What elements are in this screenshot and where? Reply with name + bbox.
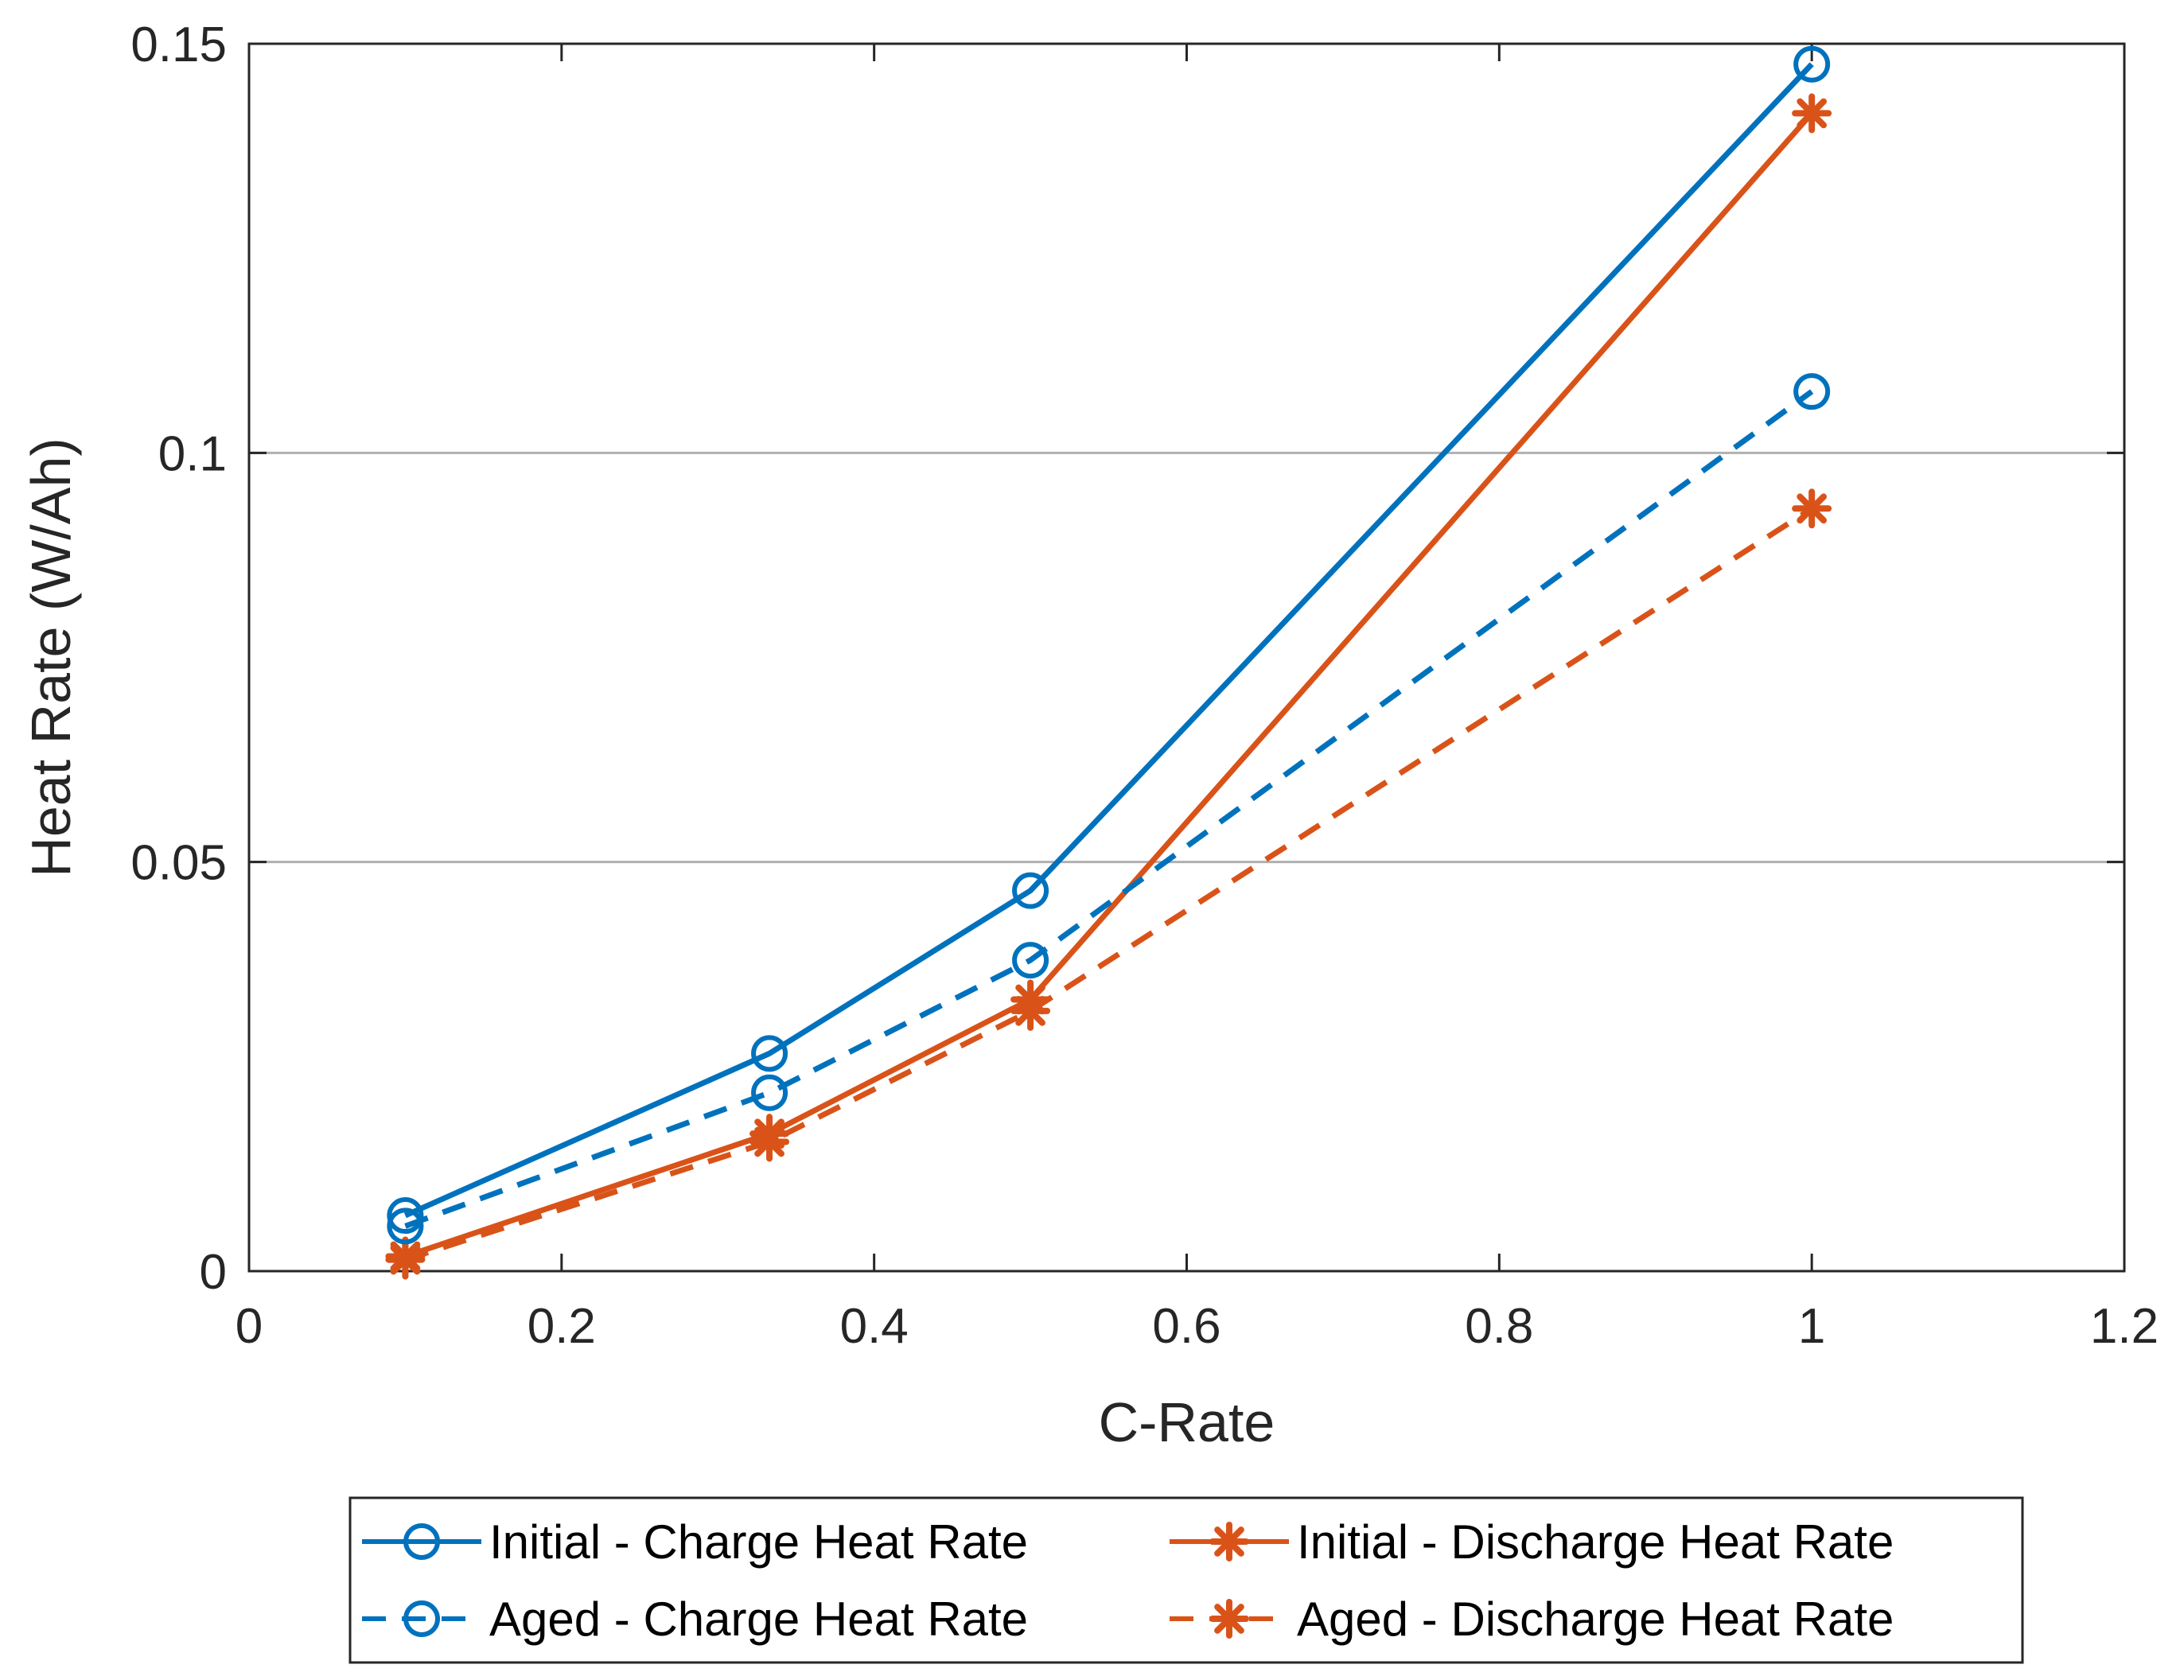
y-tick-label-1: 0.05 [130,836,227,891]
series-line-2 [404,389,1814,1229]
data-point-1-0 [385,1236,426,1277]
x-tick-label-4: 0.8 [1465,1299,1533,1354]
legend-box [348,1496,2024,1664]
series-1 [385,93,1832,1277]
data-point-3-3 [1792,488,1832,529]
series-2 [387,373,1831,1245]
y-tick-label-3: 0.15 [130,18,227,72]
data-point-1-2 [1010,979,1051,1020]
data-point-0-3 [1793,45,1831,83]
legend-marker-0 [403,1523,440,1560]
x-tick-label-6: 1.2 [2090,1299,2159,1354]
legend-marker-1 [1209,1522,1249,1561]
y-tick-label-0: 0 [200,1245,227,1300]
x-tick-label-0: 0 [236,1299,263,1354]
data-point-0-2 [1012,872,1049,909]
x-tick-label-3: 0.6 [1152,1299,1220,1354]
series-line-0 [403,62,1814,1219]
y-axis-label: Heat Rate (W/Ah) [20,438,82,877]
data-point-0-0 [387,1197,424,1235]
data-point-2-1 [751,1074,788,1111]
grid [249,451,2124,864]
x-tick-label-5: 1 [1798,1299,1825,1354]
y-tick-label-2: 0.1 [158,426,227,481]
legend-item-0: Initial - Charge Heat Rate [362,1515,1028,1569]
data-point-2-3 [1793,373,1831,410]
legend-marker-3 [1209,1599,1249,1639]
data-point-0-1 [751,1035,788,1072]
data-point-1-1 [749,1114,790,1154]
data-point-2-2 [1012,942,1049,979]
legend-label-1: Initial - Discharge Heat Rate [1297,1515,1894,1569]
series-line-1 [404,111,1814,1259]
legend-label-0: Initial - Charge Heat Rate [489,1515,1028,1569]
legend-marker-2 [403,1600,440,1637]
legend-label-2: Aged - Charge Heat Rate [489,1592,1028,1646]
x-tick-label-2: 0.4 [840,1299,909,1354]
series-0 [387,45,1831,1235]
legend-label-3: Aged - Discharge Heat Rate [1297,1592,1894,1646]
series-layer [385,45,1832,1280]
series-line-3 [404,506,1814,1262]
x-axis-label: C-Rate [1099,1391,1275,1453]
legend: Initial - Charge Heat Rate Initial - Disc… [348,1496,2024,1664]
legend-item-1: Initial - Discharge Heat Rate [1170,1515,1894,1569]
ticks: 0 0.2 0.4 0.6 0.8 1 1.2 0 0.05 0.1 0.15 [130,18,2159,1354]
legend-item-3: Aged - Discharge Heat Rate [1170,1592,1894,1646]
legend-item-2: Aged - Charge Heat Rate [362,1592,1028,1646]
data-point-2-0 [387,1208,424,1245]
data-point-1-3 [1792,93,1832,134]
x-tick-label-1: 0.2 [528,1299,596,1354]
